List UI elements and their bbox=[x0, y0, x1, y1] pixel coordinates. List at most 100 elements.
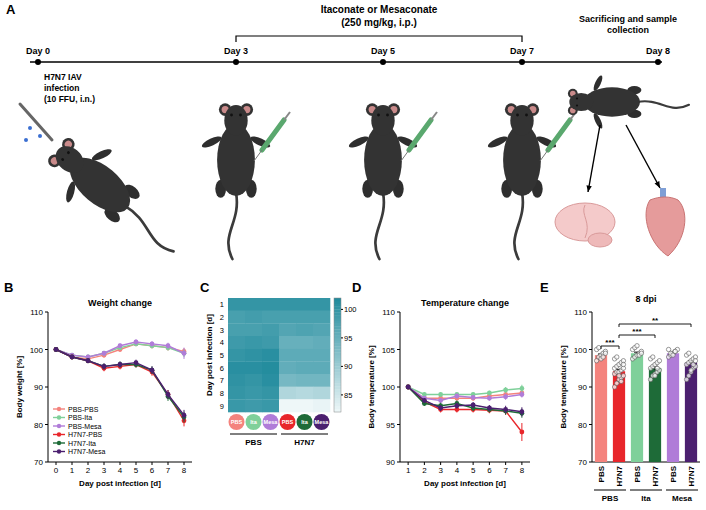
data-point bbox=[615, 355, 619, 359]
heat-cell bbox=[313, 349, 330, 362]
colorbar-step bbox=[334, 398, 341, 401]
data-point bbox=[617, 374, 621, 378]
row-label: 2 bbox=[220, 313, 224, 322]
y-tick bbox=[45, 424, 48, 425]
y-tick bbox=[589, 387, 592, 388]
y-tick bbox=[45, 312, 48, 313]
series-line bbox=[56, 342, 184, 357]
category-badge bbox=[297, 414, 313, 430]
row-label: 4 bbox=[220, 338, 224, 347]
row-label: 5 bbox=[220, 351, 224, 360]
marker bbox=[166, 343, 171, 348]
marker bbox=[102, 351, 107, 356]
marker bbox=[503, 407, 508, 412]
legend-label: PBS-Mesa bbox=[68, 423, 102, 430]
sampling-label: collection bbox=[607, 25, 649, 35]
x-tick bbox=[152, 462, 153, 465]
colorbar-step bbox=[334, 349, 341, 352]
row-label: 7 bbox=[220, 376, 224, 385]
series-line bbox=[56, 350, 184, 418]
marker bbox=[487, 406, 492, 411]
mouse bbox=[34, 121, 199, 276]
heat-cell bbox=[245, 349, 262, 362]
category-badge bbox=[229, 414, 245, 430]
marker bbox=[150, 368, 155, 373]
infection-label: H7N7 IAV bbox=[44, 72, 82, 82]
group-line bbox=[281, 434, 328, 435]
brain-fold bbox=[584, 205, 588, 238]
colorbar-label: 100 bbox=[344, 305, 357, 314]
syringe bbox=[409, 120, 431, 150]
marker bbox=[86, 358, 91, 363]
sampling-label: Sacrificing and sample bbox=[579, 14, 677, 24]
group-label: H7N7 bbox=[294, 438, 315, 447]
colorbar-step bbox=[334, 375, 341, 378]
legend-label: H7N7-Ita bbox=[68, 440, 96, 447]
marker bbox=[182, 413, 187, 418]
heat-cell bbox=[262, 336, 279, 349]
heat-cell bbox=[279, 298, 296, 311]
heat-cell bbox=[245, 399, 262, 412]
x-tick bbox=[120, 462, 121, 465]
y-tick-label: 90 bbox=[34, 383, 43, 392]
colorbar-step bbox=[334, 361, 341, 364]
marker bbox=[70, 355, 75, 360]
x-tick-label: 8 bbox=[520, 466, 525, 475]
mouse bbox=[486, 103, 557, 259]
series-line bbox=[408, 387, 522, 432]
syringe-plunger bbox=[284, 112, 290, 120]
x-tick-label: 4 bbox=[118, 466, 123, 475]
legend-marker bbox=[57, 449, 61, 453]
marker bbox=[471, 395, 476, 400]
heat-cell bbox=[279, 349, 296, 362]
x-axis bbox=[592, 462, 700, 463]
series-line bbox=[408, 387, 522, 413]
marker bbox=[503, 394, 508, 399]
heat-cell bbox=[296, 361, 313, 374]
x-tick-label: 7 bbox=[166, 466, 171, 475]
infection-label: infection bbox=[44, 83, 79, 93]
y-axis-title: Day post infection [d] bbox=[205, 314, 214, 396]
marker bbox=[422, 398, 427, 403]
mouse-eye bbox=[230, 114, 233, 117]
category-badge bbox=[280, 414, 296, 430]
heat-cell bbox=[296, 336, 313, 349]
heat-cell bbox=[313, 311, 330, 324]
heat-cell bbox=[262, 374, 279, 387]
x-axis bbox=[400, 462, 530, 463]
y-tick-label: 80 bbox=[578, 421, 587, 430]
x-tick-label: H7N7 bbox=[615, 465, 624, 486]
mouse-eye bbox=[576, 104, 578, 106]
x-tick bbox=[88, 462, 89, 465]
mouse-eye bbox=[576, 97, 578, 99]
colorbar-step bbox=[334, 307, 341, 310]
day-dot bbox=[380, 59, 386, 65]
y-tick bbox=[397, 462, 400, 463]
series-line bbox=[56, 344, 184, 359]
x-tick-label: 5 bbox=[134, 466, 139, 475]
heat-cell bbox=[228, 361, 245, 374]
heat-cell bbox=[279, 361, 296, 374]
group-line bbox=[666, 490, 698, 491]
marker bbox=[406, 385, 411, 390]
colorbar-tick bbox=[341, 394, 343, 395]
x-tick-label: H7N7 bbox=[651, 465, 660, 486]
y-tick-label: 70 bbox=[34, 458, 43, 467]
cerebellum bbox=[588, 233, 612, 247]
arrow bbox=[588, 125, 600, 192]
day-label: Day 5 bbox=[371, 46, 395, 56]
marker bbox=[102, 364, 107, 369]
marker bbox=[70, 355, 75, 360]
x-tick bbox=[72, 462, 73, 465]
marker bbox=[86, 358, 91, 363]
colorbar-step bbox=[334, 352, 341, 355]
figure: ADay 0Day 3Day 5Day 7Day 8Itaconate or M… bbox=[0, 0, 706, 510]
mouse-eye bbox=[239, 114, 242, 117]
heat-cell bbox=[279, 374, 296, 387]
marker bbox=[134, 340, 139, 345]
data-point bbox=[653, 374, 657, 378]
marker bbox=[54, 347, 59, 352]
x-tick bbox=[440, 462, 441, 465]
marker bbox=[134, 360, 139, 365]
heat-cell bbox=[245, 374, 262, 387]
